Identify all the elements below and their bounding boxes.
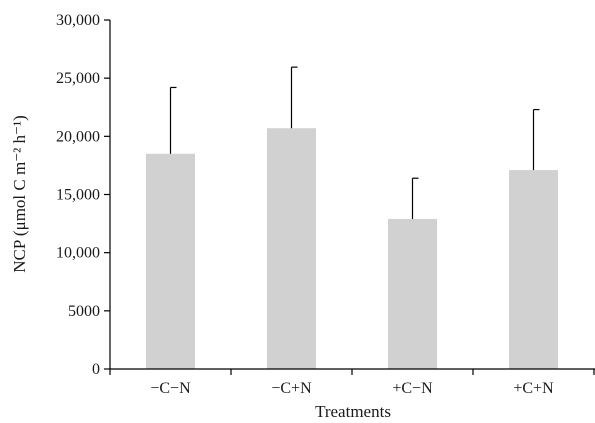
- y-tick-label: 0: [92, 361, 100, 378]
- x-tick-label: +C−N: [392, 380, 433, 397]
- y-tick-label: 30,000: [56, 12, 100, 29]
- error-bars-group: [169, 66, 540, 219]
- x-ticks-group: −C−N −C+N +C−N +C+N: [109, 369, 595, 397]
- y-ticks-group: 0 5000 10,000 15,000 20,000 25,000 30,000: [56, 12, 110, 378]
- y-tick-label: 15,000: [56, 187, 100, 204]
- bar: [146, 153, 195, 369]
- y-tick-label: 25,000: [56, 70, 100, 87]
- x-tick-label: −C+N: [271, 380, 312, 397]
- y-axis-title: NCP (μmol C m⁻² h⁻¹): [10, 115, 29, 273]
- bar: [388, 218, 437, 369]
- y-tick-label: 10,000: [56, 245, 100, 262]
- bars-group: [146, 128, 558, 369]
- y-tick-label: 5000: [68, 303, 100, 320]
- x-tick-label: −C−N: [150, 380, 191, 397]
- bar: [267, 128, 316, 369]
- bar: [509, 170, 558, 369]
- x-axis-title: Treatments: [315, 402, 391, 421]
- x-tick-label: +C+N: [513, 380, 554, 397]
- y-tick-label: 20,000: [56, 128, 100, 145]
